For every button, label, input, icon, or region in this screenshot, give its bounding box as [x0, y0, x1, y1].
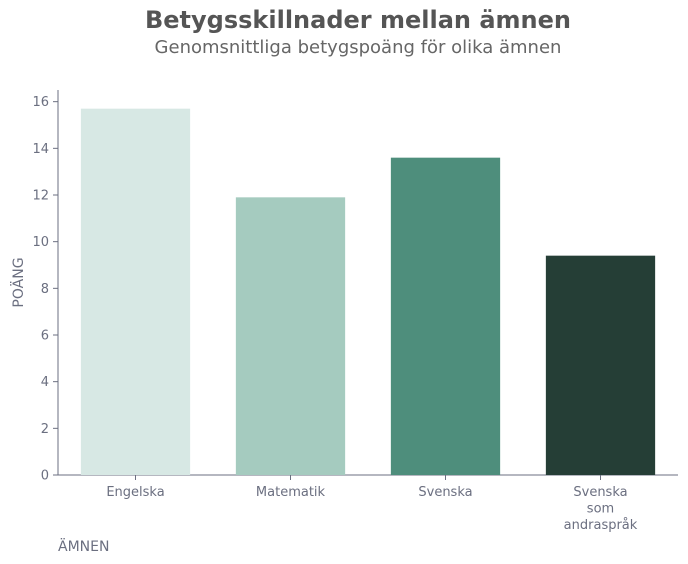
x-ticks: Engelska Matematik Svenska Svenska somandras… [106, 475, 638, 533]
bar-2 [235, 197, 346, 476]
x-tick-label: andraspråk [564, 518, 638, 533]
x-axis-title: ÄMNEN [58, 537, 109, 555]
chart-title: Betygsskillnader mellan ämnen [144, 6, 572, 34]
y-tick-label: 12 [32, 189, 49, 204]
y-ticks: 0 2 4 6 8 10 12 14 16 [32, 95, 58, 484]
bar-4 [545, 255, 656, 475]
x-tick-label: som [587, 502, 614, 517]
chart-subtitle: Genomsnittliga betygspoäng för olika ämn… [154, 37, 562, 58]
y-tick-label: 6 [41, 329, 49, 344]
bars [80, 108, 656, 476]
y-tick-label: 0 [41, 469, 49, 484]
bar-3 [390, 157, 501, 475]
bar-1 [80, 108, 191, 476]
y-axis-title: POÄNG [9, 257, 27, 307]
x-tick-label: Engelska [106, 485, 164, 500]
y-tick-label: 4 [41, 375, 49, 390]
y-tick-label: 2 [41, 422, 49, 437]
x-tick-label: Svenska [418, 485, 472, 500]
y-tick-label: 14 [32, 142, 49, 157]
x-tick-label: Svenska [573, 485, 627, 500]
y-tick-label: 16 [32, 95, 49, 110]
y-tick-label: 10 [32, 235, 49, 250]
y-tick-label: 8 [41, 282, 49, 297]
x-tick-label: Matematik [256, 485, 326, 500]
